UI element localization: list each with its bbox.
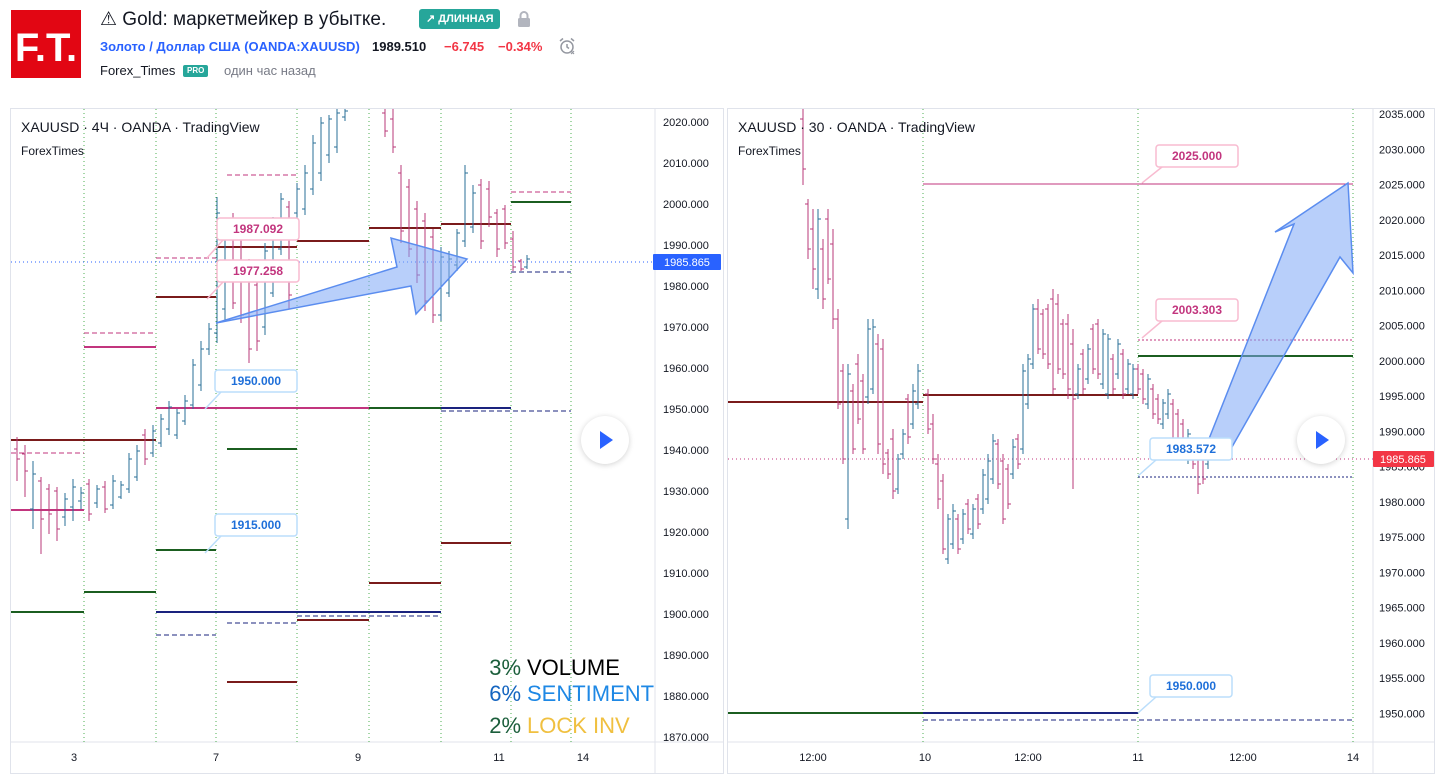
price-callout: 1983.572 <box>1137 437 1233 477</box>
alarm-clock-icon[interactable] <box>557 36 577 61</box>
chart-30m-watermark: XAUUSD · 30 · OANDA · TradingView <box>738 119 976 135</box>
time-tick-label: 9 <box>355 752 361 764</box>
legend-volume-label: VOLUME <box>527 655 620 680</box>
price-tick-label: 2000.000 <box>663 199 709 211</box>
price-tick-label: 1955.000 <box>1379 673 1425 685</box>
price-change: −6.745 <box>444 39 485 54</box>
price-tick-label: 1990.000 <box>663 240 709 252</box>
idea-title: ⚠ Gold: маркетмейкер в убытке. <box>100 9 387 30</box>
lock-icon <box>516 10 532 33</box>
price-tick-label: 1990.000 <box>1379 426 1425 438</box>
price-tick-label: 1960.000 <box>1379 638 1425 650</box>
legend-row-sentiment: 6% SENTIMENT <box>473 681 654 707</box>
time-tick-label: 14 <box>1347 752 1359 764</box>
idea-header: F.T. ⚠ Gold: маркетмейкер в убытке. ↗ ДЛ… <box>0 0 1442 100</box>
price-tick-label: 2020.000 <box>1379 215 1425 227</box>
callout-price: 1983.572 <box>1166 442 1216 456</box>
price-change-percent: −0.34% <box>498 39 543 54</box>
time-tick-label: 14 <box>577 752 589 764</box>
chart-30m-author: ForexTimes <box>738 144 801 158</box>
callout-price: 1977.258 <box>233 264 283 278</box>
price-callout: 1950.000 <box>1137 674 1233 714</box>
time-tick-label: 10 <box>919 752 931 764</box>
chart-4h-watermark: XAUUSD · 4Ч · OANDA · TradingView <box>21 119 260 135</box>
price-tick-label: 1920.000 <box>663 527 709 539</box>
price-tick-label: 2000.000 <box>1379 356 1425 368</box>
price-callout: 1950.000 <box>204 369 298 410</box>
price-tick-label: 1980.000 <box>1379 497 1425 509</box>
price-callout: 2025.000 <box>1141 144 1239 184</box>
author-logo[interactable]: F.T. <box>11 10 81 78</box>
price-tick-label: 1960.000 <box>663 363 709 375</box>
price-tick-label: 2015.000 <box>1379 250 1425 262</box>
legend-sentiment-label: SENTIMENT <box>527 681 655 706</box>
current-price-label-4h: 1985.865 <box>664 257 710 269</box>
author-name[interactable]: Forex_Times <box>100 63 176 78</box>
price-tick-label: 2030.000 <box>1379 144 1425 156</box>
price-tick-label: 2010.000 <box>1379 285 1425 297</box>
logo-lettering: F.T. <box>15 26 77 70</box>
price-tick-label: 2010.000 <box>663 158 709 170</box>
time-tick-label: 12:00 <box>799 752 827 764</box>
time-tick-label: 7 <box>213 752 219 764</box>
price-tick-label: 1910.000 <box>663 568 709 580</box>
chart-30m[interactable]: 2025.000 2003.303 1983.572 1950.000 2035.00… <box>727 108 1435 774</box>
price-tick-label: 1980.000 <box>663 281 709 293</box>
price-tick-label: 1970.000 <box>663 322 709 334</box>
price-tick-label: 1975.000 <box>1379 532 1425 544</box>
price-tick-label: 1965.000 <box>1379 603 1425 615</box>
publish-time: один час назад <box>224 63 316 78</box>
price-tick-label: 1970.000 <box>1379 567 1425 579</box>
chart-30m-canvas: 2025.000 2003.303 1983.572 1950.000 2035.00… <box>728 109 1434 773</box>
price-tick-label: 2005.000 <box>1379 321 1425 333</box>
symbol-link[interactable]: Золото / Доллар США (OANDA:XAUUSD) <box>100 39 360 54</box>
time-tick-label: 11 <box>1132 752 1143 764</box>
price-tick-label: 1880.000 <box>663 691 709 703</box>
price-tick-label: 1950.000 <box>1379 708 1425 720</box>
callout-price: 2003.303 <box>1172 303 1222 317</box>
price-tick-label: 1930.000 <box>663 486 709 498</box>
pro-badge: PRO <box>183 65 209 77</box>
callout-price: 1915.000 <box>231 518 281 532</box>
play-icon <box>1316 431 1329 449</box>
time-tick-label: 11 <box>493 752 504 764</box>
legend-volume-pct: 3% <box>489 655 521 680</box>
price-tick-label: 2020.000 <box>663 117 709 129</box>
play-icon <box>600 431 613 449</box>
legend-row-lock-inv: 2% LOCK INV <box>473 713 630 739</box>
direction-badge: ↗ ДЛИННАЯ <box>419 9 501 29</box>
callout-price: 1950.000 <box>231 374 281 388</box>
price-callout: 1977.258 <box>206 259 300 300</box>
legend-sentiment-pct: 6% <box>489 681 521 706</box>
current-price-label-30m: 1985.865 <box>1380 454 1426 466</box>
callout-price: 1950.000 <box>1166 679 1216 693</box>
chart-4h-canvas: 1987.092 1977.258 1950.000 1915.000 2020.00… <box>11 109 723 773</box>
time-tick-label: 3 <box>71 752 77 764</box>
chart-4h[interactable]: 1987.092 1977.258 1950.000 1915.000 2020.00… <box>10 108 724 774</box>
price-callout: 1987.092 <box>206 217 300 259</box>
price-tick-label: 1950.000 <box>663 404 709 416</box>
time-tick-label: 12:00 <box>1229 752 1257 764</box>
price-tick-label: 1890.000 <box>663 650 709 662</box>
price-tick-label: 1870.000 <box>663 732 709 744</box>
legend-lock-inv-pct: 2% <box>489 713 521 738</box>
price-callout: 2003.303 <box>1141 298 1239 339</box>
price-tick-label: 1940.000 <box>663 445 709 457</box>
price-tick-label: 2035.000 <box>1379 109 1425 121</box>
price-tick-label: 1900.000 <box>663 609 709 621</box>
price-tick-label: 1995.000 <box>1379 391 1425 403</box>
legend-row-volume: 3% VOLUME <box>473 655 620 681</box>
chart-4h-author: ForexTimes <box>21 144 84 158</box>
legend-lock-inv-label: LOCK INV <box>527 713 630 738</box>
price-tick-label: 2025.000 <box>1379 180 1425 192</box>
logo-text: F.T. <box>15 26 77 70</box>
play-replay-button-4h[interactable] <box>581 416 629 464</box>
callout-price: 2025.000 <box>1172 149 1222 163</box>
last-price: 1989.510 <box>372 39 427 54</box>
price-callout: 1915.000 <box>204 513 298 554</box>
callout-price: 1987.092 <box>233 222 283 236</box>
play-replay-button-30m[interactable] <box>1297 416 1345 464</box>
time-tick-label: 12:00 <box>1014 752 1042 764</box>
